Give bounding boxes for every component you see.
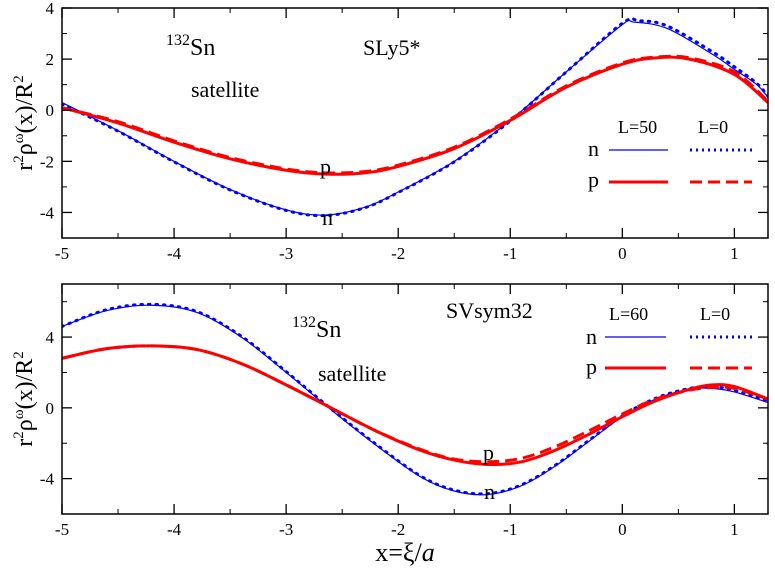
bottom-ylabel-exp2: 2	[11, 351, 27, 359]
top-ylabel-exp2: 2	[11, 75, 27, 83]
bottom-series-n-dotted-line	[62, 302, 768, 496]
bottom-series-p-solid-line	[62, 344, 768, 467]
bottom-ylabel-omega: ω	[11, 409, 27, 419]
bottom-ticks: -5 -4 -3 -2 -1 0 1 -4 0 4	[40, 284, 768, 539]
bottom-subtitle: satellite	[318, 361, 386, 386]
bottom-force-label: SVsym32	[446, 298, 533, 323]
top-ytick-label: 0	[46, 101, 55, 120]
top-xtick-label: -5	[55, 244, 69, 263]
top-xtick-label: 0	[618, 244, 627, 263]
top-legend-header-dotted: L=0	[698, 117, 728, 137]
bottom-series-n-solid-line	[62, 304, 768, 496]
bottom-xlabel-a: a	[422, 538, 435, 567]
top-ylabel: r2ρω(x)/R2	[11, 75, 38, 171]
bottom-xtick-label: -1	[503, 520, 517, 539]
bottom-curve-label-p: p	[483, 440, 494, 465]
bottom-curve-label-n: n	[484, 479, 495, 504]
top-legend-header-solid: L=50	[618, 117, 657, 137]
top-ylabel-omega: ω	[11, 133, 27, 143]
top-series-p-solid-line	[62, 55, 768, 176]
top-series-p-dashed-line	[62, 54, 768, 175]
bottom-plot-frame	[61, 283, 769, 515]
top-xtick-label: 1	[730, 244, 739, 263]
top-legend: L=50 L=0 n p	[588, 117, 752, 192]
top-nucleus-label: 132Sn	[166, 32, 215, 61]
top-force-label: SLy5*	[363, 35, 420, 60]
bottom-curves	[62, 302, 768, 496]
bottom-series-p-dashed-line	[62, 344, 768, 464]
top-ylabel-rho: ρ	[12, 143, 38, 155]
top-nucleus-mass: 132	[166, 32, 190, 49]
bottom-xlabel-lhs: x=ξ/	[375, 538, 422, 567]
bottom-legend-row-n: n	[586, 324, 597, 349]
bottom-xtick-label: -2	[391, 520, 405, 539]
bottom-panel: -5 -4 -3 -2 -1 0 1-404 r2ρω(x)/R2 132Sn satell…	[11, 283, 769, 567]
bottom-ylabel: r2ρω(x)/R2	[11, 351, 38, 447]
bottom-nucleus-mass: 132	[292, 314, 316, 331]
top-subtitle: satellite	[191, 77, 259, 102]
top-ytick-label: 2	[46, 50, 55, 69]
bottom-xtick-label: -4	[167, 520, 182, 539]
bottom-ylabel-exp: 2	[11, 431, 27, 439]
top-nucleus-symbol: Sn	[190, 35, 215, 61]
top-curve-label-n: n	[322, 205, 333, 230]
top-ticks: -5 -4 -3 -2 -1 0 1 -4 -2 0 2 4	[40, 0, 768, 263]
top-legend-row-p: p	[588, 167, 599, 192]
bottom-xlabel: x=ξ/a	[375, 538, 434, 567]
top-xtick-label: -2	[391, 244, 405, 263]
bottom-xtick-label: 0	[618, 520, 627, 539]
bottom-legend-header-dotted: L=0	[700, 304, 730, 324]
top-xtick-label: -1	[503, 244, 517, 263]
bottom-legend: L=60 L=0 n p	[586, 304, 752, 379]
top-ytick-label: 4	[46, 0, 55, 18]
bottom-xtick-label: 1	[730, 520, 739, 539]
top-curve-label-p: p	[320, 154, 331, 179]
top-ylabel-exp: 2	[11, 155, 27, 163]
top-xtick-label: -3	[279, 244, 293, 263]
top-legend-row-n: n	[588, 136, 599, 161]
bottom-xtick-label: -5	[55, 520, 69, 539]
top-ytick-label: -4	[40, 203, 55, 222]
bottom-ytick-label: 4	[46, 328, 55, 347]
top-curves	[62, 17, 768, 218]
bottom-xtick-label: -3	[279, 520, 293, 539]
bottom-ylabel-rest: (x)/R	[12, 359, 38, 410]
top-ytick-label: -2	[40, 152, 54, 171]
bottom-nucleus-symbol: Sn	[316, 317, 341, 343]
bottom-ylabel-r: r	[12, 439, 38, 447]
bottom-ytick-label: 0	[46, 399, 55, 418]
top-ylabel-r: r	[12, 163, 38, 171]
top-series-n-dotted-line	[62, 17, 768, 218]
bottom-ytick-label: -4	[40, 470, 55, 489]
top-plot-frame	[61, 7, 769, 239]
bottom-ylabel-rho: ρ	[12, 419, 38, 431]
bottom-nucleus-label: 132Sn	[292, 314, 341, 343]
top-xtick-label: -4	[167, 244, 182, 263]
bottom-legend-header-solid: L=60	[609, 304, 648, 324]
top-ylabel-rest: (x)/R	[12, 83, 38, 134]
bottom-legend-row-p: p	[586, 354, 597, 379]
